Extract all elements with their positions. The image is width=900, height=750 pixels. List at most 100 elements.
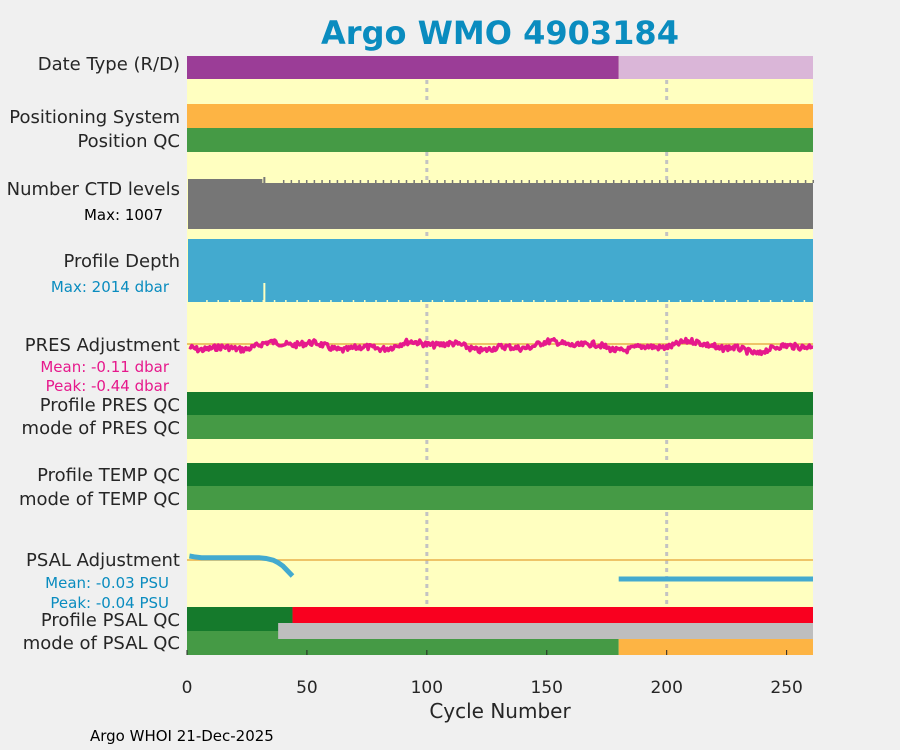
ctd-levels-bars (188, 183, 813, 229)
profile-depth-notch (442, 300, 445, 302)
ctd-level-notch (352, 180, 354, 183)
profile-depth-notch (792, 300, 794, 302)
profile-depth-notch (724, 300, 727, 302)
profile-depth-notch (409, 300, 411, 302)
x-axis-label: Cycle Number (429, 699, 571, 723)
ctd-level-notch (735, 180, 738, 183)
ctd-levels-early-peak (188, 179, 263, 183)
ctd-level-notch (367, 180, 369, 183)
profile-depth-notch (307, 300, 310, 302)
profile-depth-notch (499, 300, 501, 302)
ctd-level-notch (298, 180, 300, 183)
ctd-level-notch (589, 180, 592, 183)
chart-title: Argo WMO 4903184 (321, 14, 679, 52)
ctd-level-notch (804, 180, 807, 183)
ctd-level-notch (436, 180, 438, 183)
profile-depth-notch (364, 300, 366, 302)
profile-depth-notch (679, 300, 682, 302)
ctd-level-notch (551, 180, 554, 183)
ctd-level-notch (620, 180, 623, 183)
band-data-type (187, 56, 619, 79)
ctd-level-notch (659, 180, 661, 183)
ctd-level-notch (582, 180, 584, 183)
profile-depth-notch (747, 300, 749, 302)
profile-depth-notch (386, 300, 389, 302)
plot-area (187, 56, 815, 655)
ctd-level-notch (474, 180, 477, 183)
ctd-level-notch (628, 180, 630, 183)
profile-depth-notch (488, 300, 490, 302)
profile-depth-notch (318, 300, 321, 302)
profile-depth-notch (555, 300, 558, 302)
ctd-level-notch (382, 180, 385, 183)
label-pres-peak: Peak: -0.44 dbar (46, 377, 170, 395)
band-mode-temp-qc (187, 486, 813, 510)
ctd-level-notch (505, 180, 508, 183)
ctd-level-notch (612, 180, 615, 183)
profile-depth-notch (612, 300, 614, 302)
label-mode-pres-qc: mode of PRES QC (22, 418, 180, 439)
ctd-level-notch (797, 180, 799, 183)
profile-depth-notch (476, 300, 479, 302)
ctd-level-notch (520, 180, 523, 183)
profile-depth-notch (510, 300, 513, 302)
label-depth-max: Max: 2014 dbar (51, 278, 170, 296)
profile-depth-notch (285, 300, 287, 302)
row-labels: Date Type (R/D) Positioning System Posit… (7, 54, 180, 654)
ctd-level-notch (743, 180, 745, 183)
label-mode-temp-qc: mode of TEMP QC (19, 489, 180, 510)
x-tick-label: 100 (411, 678, 443, 698)
profile-depth-notch (454, 300, 456, 302)
profile-depth-notch (262, 300, 265, 302)
profile-depth-notch (566, 300, 569, 302)
ctd-level-notch (720, 180, 722, 183)
profile-depth-notch (397, 300, 400, 302)
profile-depth-notch (240, 300, 242, 302)
x-axis-ticks: 0 50 100 150 200 250 (182, 650, 803, 698)
ctd-level-notch (528, 180, 531, 183)
ctd-level-notch (398, 180, 400, 183)
label-ctd-levels: Number CTD levels (7, 179, 180, 200)
profile-depth-notch (341, 300, 343, 302)
x-tick-label: 250 (770, 678, 802, 698)
profile-depth-notch (690, 300, 693, 302)
ctd-level-notch (390, 180, 392, 183)
x-tick-label: 200 (650, 678, 682, 698)
ctd-level-notch (543, 180, 546, 183)
ctd-level-notch (313, 180, 316, 183)
ctd-level-notch (428, 180, 431, 183)
ctd-level-notch (643, 180, 646, 183)
profile-depth-bars (188, 239, 813, 302)
profile-depth-notch (781, 300, 783, 302)
ctd-levels-spike (263, 177, 266, 195)
profile-depth-notch (228, 300, 231, 302)
ctd-level-notch (758, 180, 761, 183)
ctd-level-notch (812, 180, 815, 183)
profile-depth-notch (420, 300, 422, 302)
ctd-level-notch (651, 180, 653, 183)
label-pres-mean: Mean: -0.11 dbar (40, 358, 170, 376)
ctd-level-notch (328, 180, 331, 183)
ctd-level-notch (674, 180, 676, 183)
ctd-level-notch (712, 180, 715, 183)
pres-adjustment-line (188, 336, 814, 357)
band-data-type (618, 56, 813, 79)
ctd-level-notch (766, 180, 768, 183)
label-profile-pres-qc: Profile PRES QC (40, 395, 180, 416)
ctd-level-notch (781, 180, 784, 183)
profile-depth-notch (668, 300, 670, 302)
ctd-level-notch (459, 180, 461, 183)
ctd-level-notch (728, 180, 730, 183)
label-positioning-system: Positioning System (9, 107, 180, 128)
profile-depth-notch (217, 300, 219, 302)
profile-depth-notch (657, 300, 659, 302)
label-psal-mean: Mean: -0.03 PSU (45, 574, 169, 592)
profile-depth-notch (521, 300, 524, 302)
band-mode-psal-qc (278, 623, 814, 639)
ctd-level-notch (605, 180, 607, 183)
profile-depth-notch (533, 300, 535, 302)
ctd-level-notch (421, 180, 423, 183)
ctd-level-notch (359, 180, 362, 183)
band-position-qc (187, 128, 813, 152)
